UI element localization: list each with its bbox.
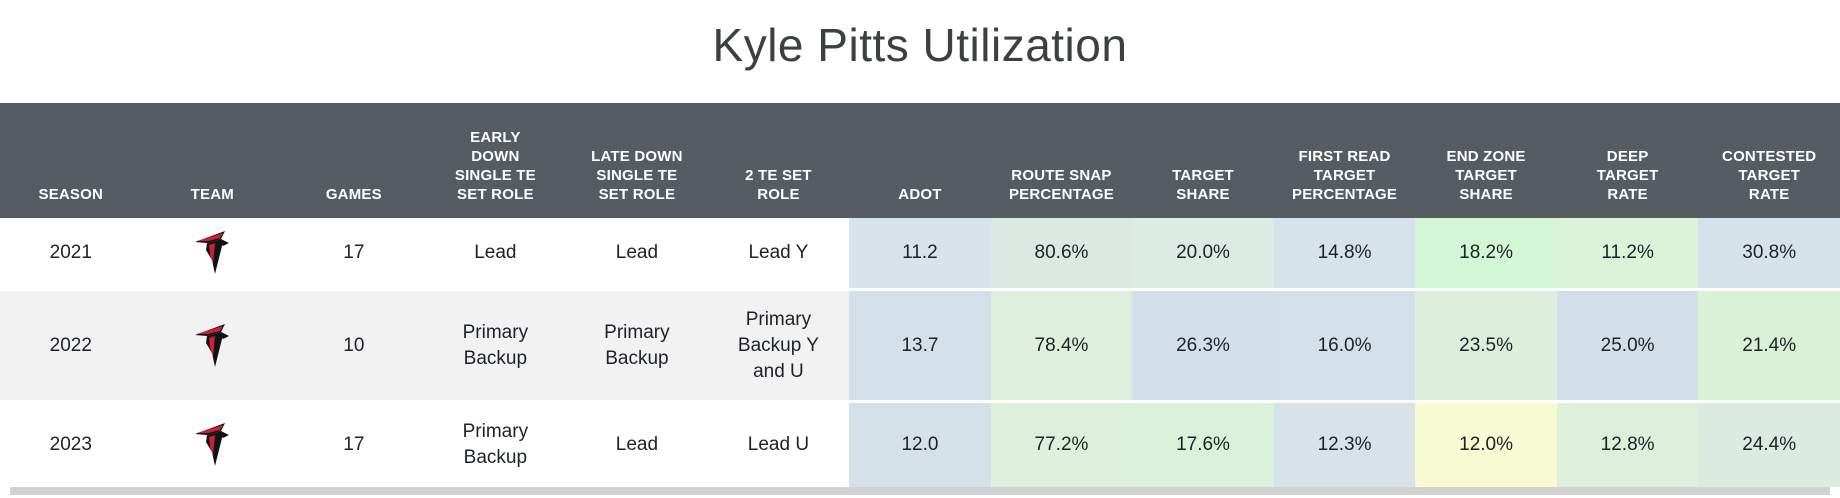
column-header-2-te-set-role: 2 TE SET ROLE — [707, 103, 850, 218]
utilization-table: SEASON TEAM GAMES EARLY DOWN SINGLE TE S… — [0, 103, 1840, 487]
deep-target-rate-cell: 12.8% — [1556, 400, 1699, 487]
first-read-target-percentage-cell: 16.0% — [1273, 288, 1416, 400]
route-snap-percentage-cell: 78.4% — [990, 288, 1133, 400]
column-header-adot: ADOT — [849, 103, 991, 218]
column-header-early-down-single-te-set-role: EARLY DOWN SINGLE TE SET ROLE — [424, 103, 567, 218]
column-header-end-zone-target-share: END ZONE TARGET SHARE — [1415, 103, 1557, 218]
column-header-label: SEASON — [38, 186, 104, 203]
games-cell: 10 — [283, 288, 425, 400]
column-header-label: ADOT — [898, 186, 942, 203]
team-cell — [141, 288, 284, 400]
two-te-role-cell: Lead U — [707, 400, 850, 487]
season-cell: 2021 — [0, 218, 142, 288]
column-header-deep-target-rate: DEEP TARGET RATE — [1556, 103, 1699, 218]
first-read-target-percentage-cell: 14.8% — [1273, 218, 1416, 288]
team-cell — [141, 218, 284, 288]
column-header-label: END ZONE TARGET SHARE — [1446, 148, 1526, 203]
end-zone-target-share-cell: 23.5% — [1415, 288, 1557, 400]
adot-cell: 12.0 — [849, 400, 991, 487]
games-cell: 17 — [283, 400, 425, 487]
page-title: Kyle Pitts Utilization — [712, 19, 1128, 71]
column-header-games: GAMES — [283, 103, 425, 218]
table-header: SEASON TEAM GAMES EARLY DOWN SINGLE TE S… — [0, 103, 1840, 218]
column-header-label: EARLY DOWN SINGLE TE SET ROLE — [454, 129, 536, 203]
season-cell: 2023 — [0, 400, 142, 487]
contested-target-rate-cell: 24.4% — [1698, 400, 1840, 487]
two-te-role-cell: Primary Backup Y and U — [707, 288, 850, 400]
contested-target-rate-cell: 21.4% — [1698, 288, 1840, 400]
column-header-label: FIRST READ TARGET PERCENTAGE — [1292, 148, 1398, 203]
early-down-role-cell: Primary Backup — [424, 288, 567, 400]
column-header-label: TEAM — [190, 186, 234, 203]
route-snap-percentage-cell: 77.2% — [990, 400, 1133, 487]
contested-target-rate-cell: 30.8% — [1698, 218, 1840, 288]
target-share-cell: 17.6% — [1132, 400, 1274, 487]
table-row-2023: 2023 17 Primary Backup Lead Lead U 12.0 … — [0, 400, 1840, 487]
column-header-label: ROUTE SNAP PERCENTAGE — [1008, 167, 1115, 203]
column-header-late-down-single-te-set-role: LATE DOWN SINGLE TE SET ROLE — [566, 103, 708, 218]
column-header-label: GAMES — [325, 186, 382, 203]
column-header-route-snap-percentage: ROUTE SNAP PERCENTAGE — [990, 103, 1133, 218]
early-down-role-cell: Primary Backup — [424, 400, 567, 487]
deep-target-rate-cell: 25.0% — [1556, 288, 1699, 400]
target-share-cell: 26.3% — [1132, 288, 1274, 400]
column-header-season: SEASON — [0, 103, 142, 218]
target-share-cell: 20.0% — [1132, 218, 1274, 288]
falcons-logo-icon — [195, 423, 230, 466]
two-te-role-cell: Lead Y — [707, 218, 850, 288]
column-header-label: CONTESTED TARGET RATE — [1722, 148, 1817, 203]
route-snap-percentage-cell: 80.6% — [990, 218, 1133, 288]
column-header-first-read-target-percentage: FIRST READ TARGET PERCENTAGE — [1273, 103, 1416, 218]
table-row-2022: 2022 10 Primary Backup Primary Backup Pr… — [0, 288, 1840, 400]
adot-cell: 13.7 — [849, 288, 991, 400]
header-row: SEASON TEAM GAMES EARLY DOWN SINGLE TE S… — [0, 103, 1840, 218]
late-down-role-cell: Lead — [566, 218, 708, 288]
column-header-label: 2 TE SET ROLE — [745, 167, 812, 203]
first-read-target-percentage-cell: 12.3% — [1273, 400, 1416, 487]
column-header-target-share: TARGET SHARE — [1132, 103, 1274, 218]
table-row-2021: 2021 17 Lead Lead Lead Y 11.2 80.6% 20. — [0, 218, 1840, 288]
late-down-role-cell: Primary Backup — [566, 288, 708, 400]
horizontal-scrollbar[interactable] — [10, 487, 1830, 495]
column-header-label: LATE DOWN SINGLE TE SET ROLE — [591, 148, 683, 203]
adot-cell: 11.2 — [849, 218, 991, 288]
column-header-team: TEAM — [141, 103, 284, 218]
games-cell: 17 — [283, 218, 425, 288]
column-header-label: TARGET SHARE — [1172, 167, 1234, 203]
early-down-role-cell: Lead — [424, 218, 567, 288]
end-zone-target-share-cell: 12.0% — [1415, 400, 1557, 487]
falcons-logo-icon — [195, 231, 230, 274]
table-body: 2021 17 Lead Lead Lead Y 11.2 80.6% 20. — [0, 218, 1840, 487]
end-zone-target-share-cell: 18.2% — [1415, 218, 1557, 288]
late-down-role-cell: Lead — [566, 400, 708, 487]
season-cell: 2022 — [0, 288, 142, 400]
column-header-contested-target-rate: CONTESTED TARGET RATE — [1698, 103, 1840, 218]
falcons-logo-icon — [195, 323, 230, 367]
team-cell — [141, 400, 284, 487]
deep-target-rate-cell: 11.2% — [1556, 218, 1699, 288]
column-header-label: DEEP TARGET RATE — [1596, 148, 1659, 203]
